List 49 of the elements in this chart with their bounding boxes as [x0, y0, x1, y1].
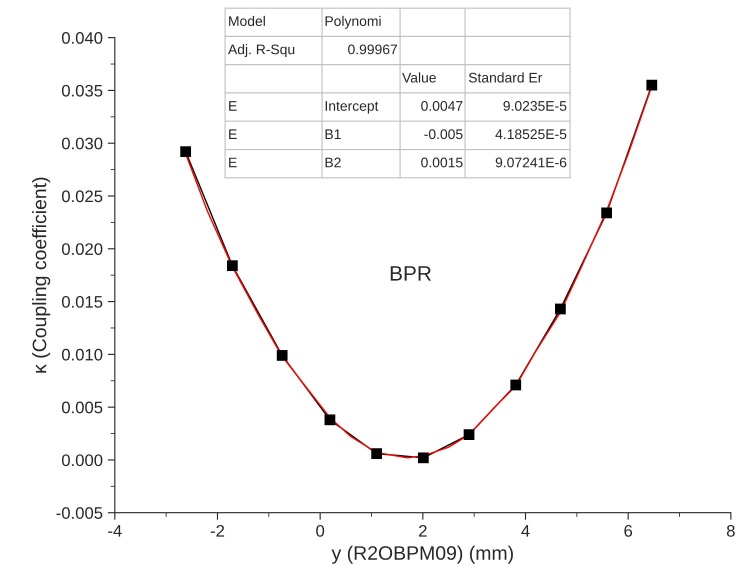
- y-tick-label: 0.035: [62, 84, 102, 97]
- x-tick-label: -4: [108, 525, 122, 537]
- annotation: 4.18525E-5: [495, 129, 566, 140]
- point: [464, 429, 474, 440]
- annotation: Intercept: [326, 101, 378, 114]
- annotation: B2: [326, 158, 341, 168]
- annotation: BPR: [390, 266, 431, 281]
- annotation: E: [229, 158, 237, 168]
- annotation: 9.0235E-5: [503, 101, 566, 111]
- x-tick-label: 4: [521, 525, 530, 537]
- point: [324, 414, 336, 426]
- x-tick-label: 8: [726, 524, 735, 537]
- y-tick-label: 0.005: [62, 402, 102, 414]
- annotation: 0.99967: [348, 44, 398, 54]
- y-tick-label: -0.005: [56, 507, 102, 519]
- annotation: Standard Er: [468, 72, 542, 83]
- point: [601, 208, 612, 218]
- y-tick-label: 0.020: [62, 243, 102, 255]
- annotation: 9.07241E-6: [496, 158, 566, 168]
- annotation: 0.0015: [421, 158, 463, 168]
- x-tick-label: 6: [624, 524, 632, 537]
- annotation: 0.0047: [421, 101, 462, 111]
- y-tick-label: 0.000: [62, 454, 102, 466]
- text: Polynomi: [326, 16, 381, 29]
- y-axis-title: κ (Coupling coefficient): [32, 178, 50, 373]
- annotation: -0.005: [424, 129, 463, 140]
- x-tick-label: 0: [316, 524, 324, 537]
- point: [510, 380, 522, 390]
- point: [276, 350, 288, 361]
- y-tick-label: 0.030: [62, 138, 102, 150]
- x-axis-title: y (R2OBPM09) (mm): [332, 546, 513, 564]
- y-tick-label: 0.015: [62, 296, 102, 308]
- annotation: E: [229, 129, 237, 139]
- point: [646, 80, 658, 91]
- y-tick-label: 0.010: [62, 348, 102, 361]
- y-tick-label: 0.040: [62, 32, 102, 44]
- point: [180, 146, 192, 158]
- point: [226, 260, 238, 272]
- annotation: E: [229, 101, 237, 111]
- point: [371, 448, 382, 459]
- y-tick-label: 0.025: [62, 190, 102, 202]
- point: [555, 304, 566, 314]
- annotation: B1: [326, 129, 341, 139]
- annotation: Value: [402, 72, 436, 83]
- annotation: Adj. R-Squ: [228, 44, 294, 58]
- text: Model: [229, 16, 265, 26]
- point: [418, 452, 429, 464]
- x-tick-label: -2: [210, 524, 224, 537]
- x-tick-label: 2: [419, 524, 427, 537]
